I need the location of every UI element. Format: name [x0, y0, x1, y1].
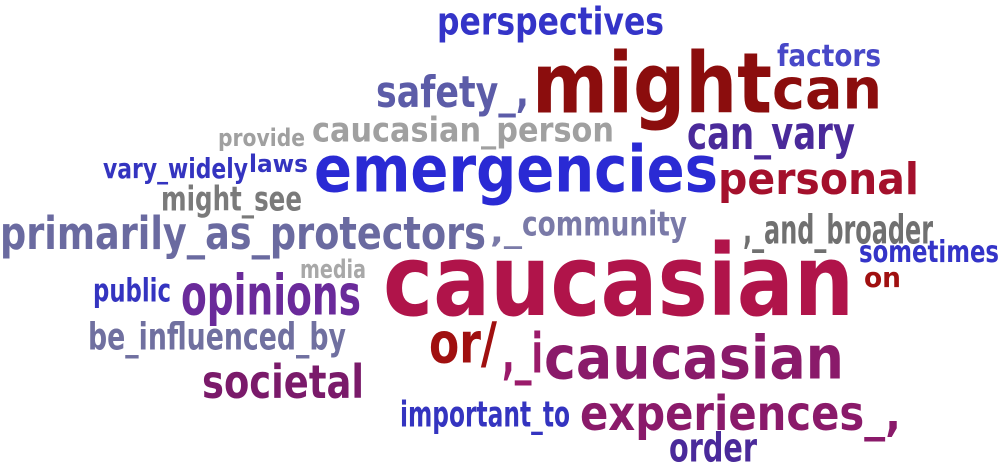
word-comma-underscore: ,_ — [490, 215, 523, 250]
word-personal: personal — [718, 153, 920, 205]
word-societal: societal — [202, 356, 365, 410]
word-can: can — [772, 56, 883, 123]
word-experiences: experiences_, — [580, 385, 901, 442]
word-safety: safety_, — [376, 66, 529, 118]
word-caucasian-person: caucasian_person — [312, 111, 614, 151]
word-perspectives: perspectives — [437, 0, 665, 44]
word-order: order — [669, 424, 758, 468]
word-factors: factors — [777, 39, 881, 74]
word-provide: provide — [218, 124, 305, 152]
word-on: on — [864, 261, 902, 294]
word-public: public — [93, 272, 171, 310]
word-might-see: might_see — [161, 180, 302, 220]
word-sometimes: sometimes — [859, 235, 1000, 270]
word-comma-i: ,_i — [502, 321, 544, 387]
word-caucasian-lower: caucasian — [544, 323, 844, 393]
word-be-influenced-by: be_influenced_by — [88, 316, 346, 360]
word-emergencies: emergencies — [314, 132, 719, 207]
word-laws: laws — [249, 150, 308, 178]
word-and-broader: ,_and_broader — [743, 206, 933, 253]
word-important-to: important_to — [400, 393, 571, 436]
word-opinions: opinions — [181, 262, 361, 329]
word-vary-widely: vary_widely — [103, 152, 248, 185]
word-primarily-as-protectors: primarily_as_protectors — [0, 208, 486, 261]
word-caucasian-large: caucasian — [383, 223, 855, 339]
word-might: might — [532, 34, 773, 133]
word-or-slash: or/ — [429, 310, 498, 377]
word-can-vary: can_vary — [687, 108, 856, 161]
word-media: media — [300, 255, 366, 285]
word-community: community — [522, 205, 687, 245]
